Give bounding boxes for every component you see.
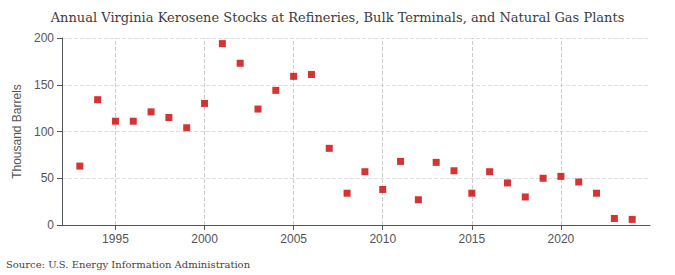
svg-text:1995: 1995: [102, 232, 129, 246]
svg-text:Thousand Barrels: Thousand Barrels: [10, 84, 24, 179]
svg-text:2005: 2005: [280, 232, 307, 246]
svg-text:100: 100: [34, 125, 54, 139]
svg-text:Source: U.S. Energy Informatio: Source: U.S. Energy Information Administ…: [6, 259, 251, 270]
svg-text:2015: 2015: [458, 232, 485, 246]
svg-text:200: 200: [34, 31, 54, 45]
svg-text:2000: 2000: [191, 232, 218, 246]
svg-text:50: 50: [41, 171, 55, 185]
svg-text:0: 0: [47, 218, 54, 232]
svg-text:Annual Virginia Kerosene Stock: Annual Virginia Kerosene Stocks at Refin…: [50, 10, 625, 25]
svg-text:150: 150: [34, 78, 54, 92]
svg-text:2010: 2010: [369, 232, 396, 246]
svg-text:2020: 2020: [548, 232, 575, 246]
